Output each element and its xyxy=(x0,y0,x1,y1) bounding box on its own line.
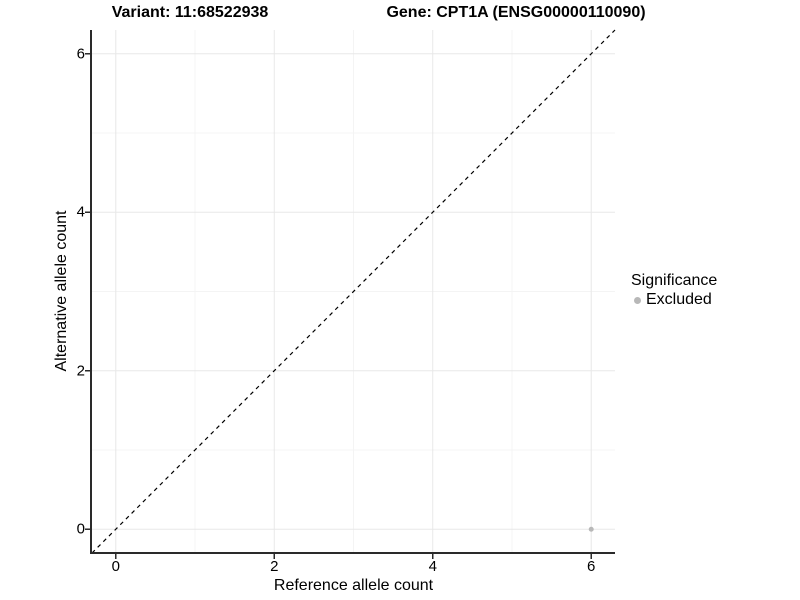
y-axis-title: Alternative allele count xyxy=(53,210,70,372)
y-tick-label: 0 xyxy=(76,520,85,538)
x-tick-label: 6 xyxy=(587,558,596,575)
data-point xyxy=(588,526,594,532)
identity-line xyxy=(91,29,616,554)
plot-title-variant: Variant: 11:68522938 xyxy=(111,4,269,21)
legend-item-excluded: Excluded xyxy=(631,291,717,309)
x-tick-label: 4 xyxy=(428,558,437,575)
plot-title-gene: Gene: CPT1A (ENSG00000110090) xyxy=(386,4,646,21)
legend-item-label: Excluded xyxy=(646,291,712,308)
x-tick-label: 2 xyxy=(270,558,279,575)
y-tick-label: 2 xyxy=(76,362,85,380)
x-tick-label: 0 xyxy=(111,558,120,575)
legend-key-dot-icon xyxy=(634,296,641,304)
y-tick-label: 6 xyxy=(76,45,85,63)
legend: Significance Excluded xyxy=(631,272,717,309)
legend-title: Significance xyxy=(631,272,718,289)
x-axis-title: Reference allele count xyxy=(273,577,434,594)
y-tick-label: 4 xyxy=(76,203,85,221)
